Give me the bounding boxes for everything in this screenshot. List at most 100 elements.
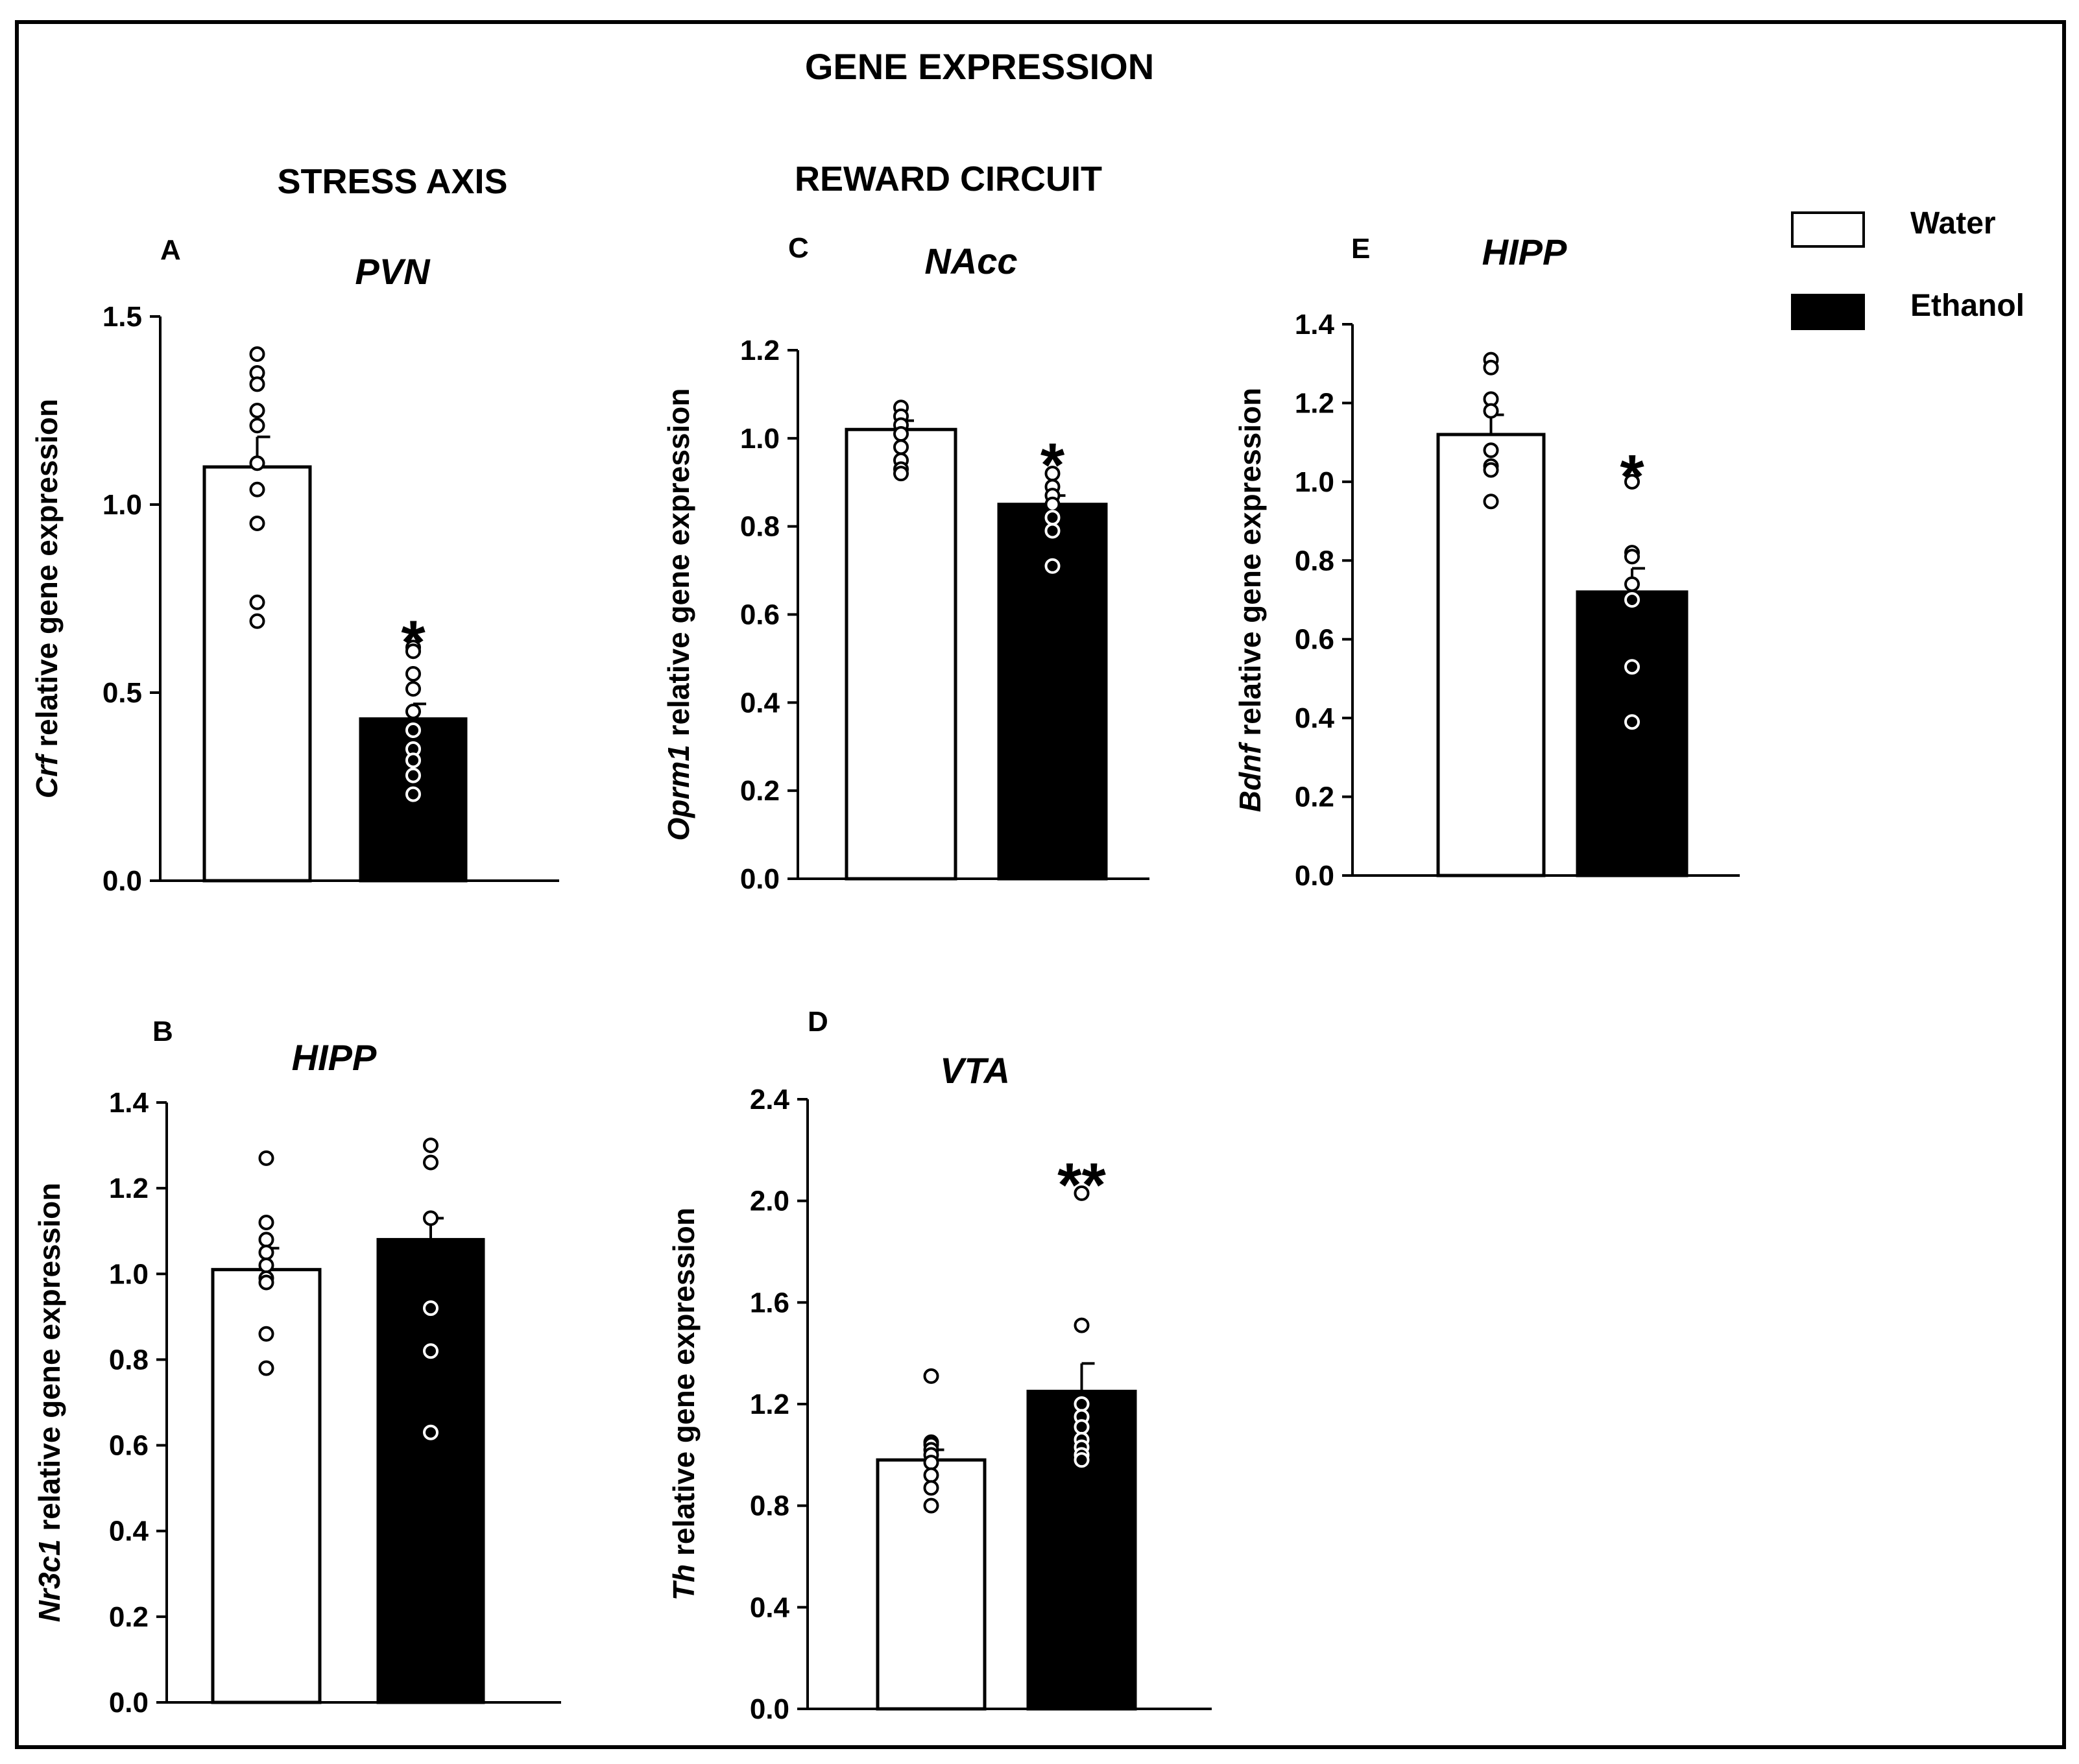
panel-e-point-ethanol-5 [1624, 659, 1640, 675]
panel-a-letter: A [160, 234, 181, 266]
panel-b-point-ethanol-1 [423, 1154, 439, 1171]
panel-c-letter: C [788, 232, 809, 264]
panel-b-y-axis-gene: Nr3c1 [32, 1539, 66, 1622]
panel-c-point-ethanol-6 [1044, 558, 1061, 574]
panel-b-point-water-4 [258, 1257, 274, 1274]
panel-e-bar-ethanol [1576, 590, 1688, 877]
panel-d-point-water-6 [923, 1467, 939, 1483]
panel-a: A PVN Crf relative gene expression * 0.0 0.5 1… [30, 234, 559, 897]
panel-e-point-ethanol-6 [1624, 714, 1640, 730]
panel-e-point-ethanol-2 [1624, 549, 1640, 565]
panel-e-point-water-7 [1483, 494, 1499, 510]
section-stress-axis: STRESS AXIS [277, 162, 507, 201]
panel-b-point-water-3 [258, 1245, 274, 1261]
panel-e-y-axis-label-rest: relative gene expression [1233, 388, 1267, 745]
panel-e-y-tick-label-3: 0.6 [1295, 624, 1334, 656]
panel-b-point-water-1 [258, 1215, 274, 1230]
panel-b-point-ethanol-5 [423, 1424, 439, 1440]
panel-d-y-tick-label-3: 1.2 [750, 1389, 789, 1420]
panel-b-y-tick-label-3: 0.6 [109, 1430, 149, 1462]
panel-a-point-water-3 [249, 403, 265, 418]
panel-c-region-title: NAcc [924, 241, 1017, 281]
panel-d-y-tick-label-4: 1.6 [750, 1287, 789, 1318]
section-reward-circuit: REWARD CIRCUIT [795, 160, 1102, 198]
panel-e-significance-ethanol: * [1620, 442, 1644, 512]
chart-panels: A PVN Crf relative gene expression * 0.0 0.5 1… [30, 232, 1740, 1725]
panel-c-y-tick-label-6: 1.2 [740, 335, 780, 366]
panel-b-y-tick-label-6: 1.2 [109, 1173, 149, 1204]
panel-b: B HIPP Nr3c1 relative gene expression 0.0 0.… [32, 1016, 561, 1719]
panel-b-point-ethanol-4 [423, 1343, 439, 1359]
panel-d-y-tick-label-0: 0.0 [750, 1693, 789, 1725]
panel-a-point-ethanol-8 [405, 767, 421, 783]
panel-d-y-tick-label-2: 0.8 [750, 1490, 789, 1522]
panel-d-point-ethanol-1 [1074, 1317, 1090, 1333]
panel-d-point-ethanol-0 [1074, 1185, 1090, 1201]
panel-e-y-tick-label-2: 0.4 [1295, 702, 1335, 734]
panel-c: C NAcc Oprm1 relative gene expression * 0.0 0… [662, 232, 1149, 895]
panel-d-y-tick-label-5: 2.0 [750, 1186, 789, 1217]
panel-d-point-water-7 [923, 1480, 939, 1496]
panel-a-point-ethanol-3 [405, 681, 421, 697]
panel-b-point-water-7 [258, 1326, 274, 1342]
panel-e-point-water-6 [1483, 462, 1499, 478]
panel-d-significance-ethanol: ** [1057, 1150, 1106, 1220]
panel-b-y-tick-label-0: 0.0 [109, 1687, 149, 1719]
panel-c-point-water-3 [893, 426, 909, 442]
panel-d-letter: D [808, 1006, 828, 1038]
panel-a-region-title: PVN [355, 251, 431, 292]
panel-e-letter: E [1351, 233, 1370, 265]
panel-d-y-tick-label-1: 0.4 [750, 1591, 790, 1623]
panel-a-point-ethanol-9 [405, 786, 421, 802]
panel-a-point-ethanol-1 [405, 643, 421, 660]
panel-b-point-water-2 [258, 1232, 274, 1248]
panel-c-y-tick-label-5: 1.0 [740, 423, 780, 455]
panel-e-point-ethanol-3 [1624, 576, 1640, 592]
panel-e-y-tick-label-5: 1.0 [1295, 466, 1334, 498]
panel-e-y-tick-label-4: 0.8 [1295, 545, 1334, 577]
panel-a-point-water-4 [249, 418, 265, 434]
panel-c-y-tick-label-0: 0.0 [740, 863, 780, 895]
panel-a-y-tick-label-3: 1.5 [102, 301, 142, 333]
panel-e-y-tick-label-1: 0.2 [1295, 781, 1334, 813]
panel-e-y-tick-label-6: 1.2 [1295, 387, 1334, 419]
panel-e-region-title: HIPP [1482, 232, 1567, 272]
panel-a-point-water-5 [249, 455, 265, 471]
panel-a-y-tick-label-2: 1.0 [102, 489, 142, 521]
panel-b-region-title: HIPP [292, 1037, 377, 1078]
panel-e-point-water-3 [1483, 403, 1499, 419]
panel-b-y-tick-label-2: 0.4 [109, 1516, 149, 1547]
panel-b-y-tick-label-7: 1.4 [109, 1087, 149, 1119]
panel-e-point-water-1 [1483, 359, 1499, 375]
panel-d-y-axis-label-rest: relative gene expression [667, 1208, 701, 1564]
panel-a-y-axis-label-rest: relative gene expression [30, 399, 64, 756]
panel-c-point-ethanol-4 [1044, 510, 1061, 526]
panel-b-point-ethanol-2 [423, 1210, 439, 1226]
panel-b-y-axis-label: Nr3c1 relative gene expression [32, 1183, 66, 1623]
panel-b-point-water-0 [258, 1150, 274, 1166]
panel-a-point-water-9 [249, 613, 265, 629]
panel-d-point-water-5 [923, 1455, 939, 1471]
panel-c-y-tick-label-3: 0.6 [740, 599, 780, 631]
panel-b-y-axis-label-rest: relative gene expression [32, 1183, 66, 1540]
panel-b-y-tick-label-1: 0.2 [109, 1601, 149, 1633]
panel-b-point-ethanol-0 [423, 1138, 439, 1154]
panel-c-bar-water [845, 427, 957, 881]
panel-e-y-axis-label: Bdnf relative gene expression [1233, 388, 1267, 812]
panel-e-point-ethanol-0 [1624, 473, 1640, 490]
panel-e-point-water-4 [1483, 442, 1499, 459]
panel-e-y-tick-label-7: 1.4 [1295, 309, 1335, 340]
panel-a-y-tick-label-1: 0.5 [102, 677, 142, 709]
panel-a-y-tick-label-0: 0.0 [102, 865, 142, 897]
panel-e: E HIPP Bdnf relative gene expression * 0.0 0.… [1233, 232, 1740, 892]
panel-b-point-water-8 [258, 1360, 274, 1376]
panel-d-region-title: VTA [940, 1050, 1010, 1091]
legend-label-water: Water [1910, 206, 1996, 241]
panel-a-point-ethanol-7 [405, 752, 421, 769]
panel-d-point-ethanol-4 [1074, 1419, 1090, 1435]
panel-b-y-tick-label-5: 1.0 [109, 1258, 149, 1290]
panel-d-point-ethanol-8 [1074, 1452, 1090, 1468]
panel-a-point-water-8 [249, 594, 265, 610]
panel-c-point-water-4 [893, 439, 909, 455]
panel-a-y-axis-label: Crf relative gene expression [30, 399, 64, 798]
